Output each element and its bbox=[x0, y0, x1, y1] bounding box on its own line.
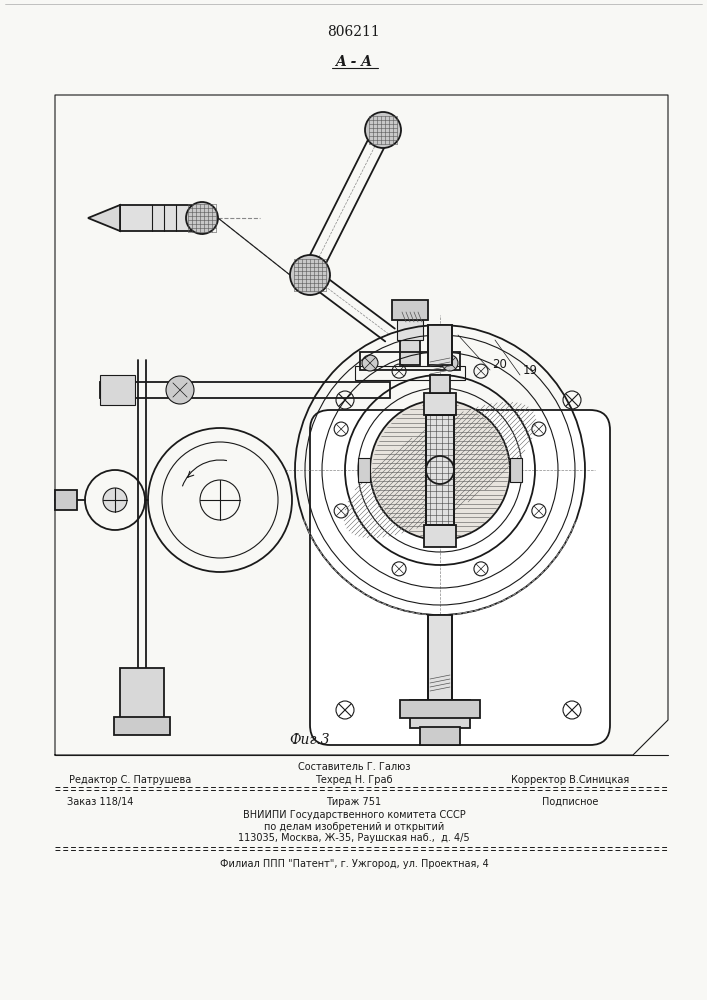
Text: 20: 20 bbox=[493, 359, 508, 371]
Bar bbox=[420, 727, 460, 745]
Bar bbox=[120, 205, 202, 231]
Bar bbox=[55, 490, 77, 510]
Bar bbox=[400, 700, 480, 718]
Bar bbox=[397, 320, 423, 340]
Polygon shape bbox=[88, 205, 120, 231]
Text: ВНИИПИ Государственного комитета СССР: ВНИИПИ Государственного комитета СССР bbox=[243, 810, 465, 820]
Bar bbox=[114, 717, 170, 735]
Bar bbox=[100, 382, 390, 398]
Text: A - A: A - A bbox=[336, 55, 373, 69]
Circle shape bbox=[290, 255, 330, 295]
Text: Техред Н. Граб: Техред Н. Граб bbox=[315, 775, 393, 785]
Text: Составитель Г. Галюз: Составитель Г. Галюз bbox=[298, 762, 410, 772]
Bar bbox=[392, 300, 428, 320]
Bar bbox=[428, 615, 452, 700]
Circle shape bbox=[166, 376, 194, 404]
Bar bbox=[426, 415, 454, 525]
Text: Подписное: Подписное bbox=[542, 797, 598, 807]
Bar bbox=[424, 393, 456, 415]
Text: Тираж 751: Тираж 751 bbox=[327, 797, 382, 807]
Bar bbox=[358, 458, 370, 482]
Circle shape bbox=[362, 355, 378, 371]
Text: Фиг.3: Фиг.3 bbox=[290, 733, 330, 747]
Bar bbox=[410, 700, 470, 728]
Text: Корректор В.Синицкая: Корректор В.Синицкая bbox=[511, 775, 629, 785]
Bar bbox=[430, 375, 450, 393]
Circle shape bbox=[442, 355, 458, 371]
Circle shape bbox=[365, 112, 401, 148]
Bar bbox=[510, 458, 522, 482]
Bar bbox=[100, 375, 135, 405]
Text: Редактор С. Патрушева: Редактор С. Патрушева bbox=[69, 775, 191, 785]
Text: 806211: 806211 bbox=[327, 25, 380, 39]
Bar bbox=[428, 325, 452, 365]
Bar bbox=[355, 366, 465, 380]
Bar bbox=[426, 415, 454, 525]
Bar bbox=[400, 310, 420, 365]
Text: по делам изобретений и открытий: по делам изобретений и открытий bbox=[264, 822, 444, 832]
FancyBboxPatch shape bbox=[310, 410, 610, 745]
Bar bbox=[424, 525, 456, 547]
Text: Заказ 118/14: Заказ 118/14 bbox=[67, 797, 133, 807]
Bar bbox=[120, 668, 164, 720]
Circle shape bbox=[186, 202, 218, 234]
Text: Филиал ППП "Патент", г. Ужгород, ул. Проектная, 4: Филиал ППП "Патент", г. Ужгород, ул. Про… bbox=[220, 859, 489, 869]
Text: 19: 19 bbox=[522, 363, 537, 376]
Circle shape bbox=[370, 400, 510, 540]
Circle shape bbox=[103, 488, 127, 512]
Bar bbox=[360, 352, 460, 370]
Text: 113035, Москва, Ж-35, Раушская наб.,  д. 4/5: 113035, Москва, Ж-35, Раушская наб., д. … bbox=[238, 833, 470, 843]
